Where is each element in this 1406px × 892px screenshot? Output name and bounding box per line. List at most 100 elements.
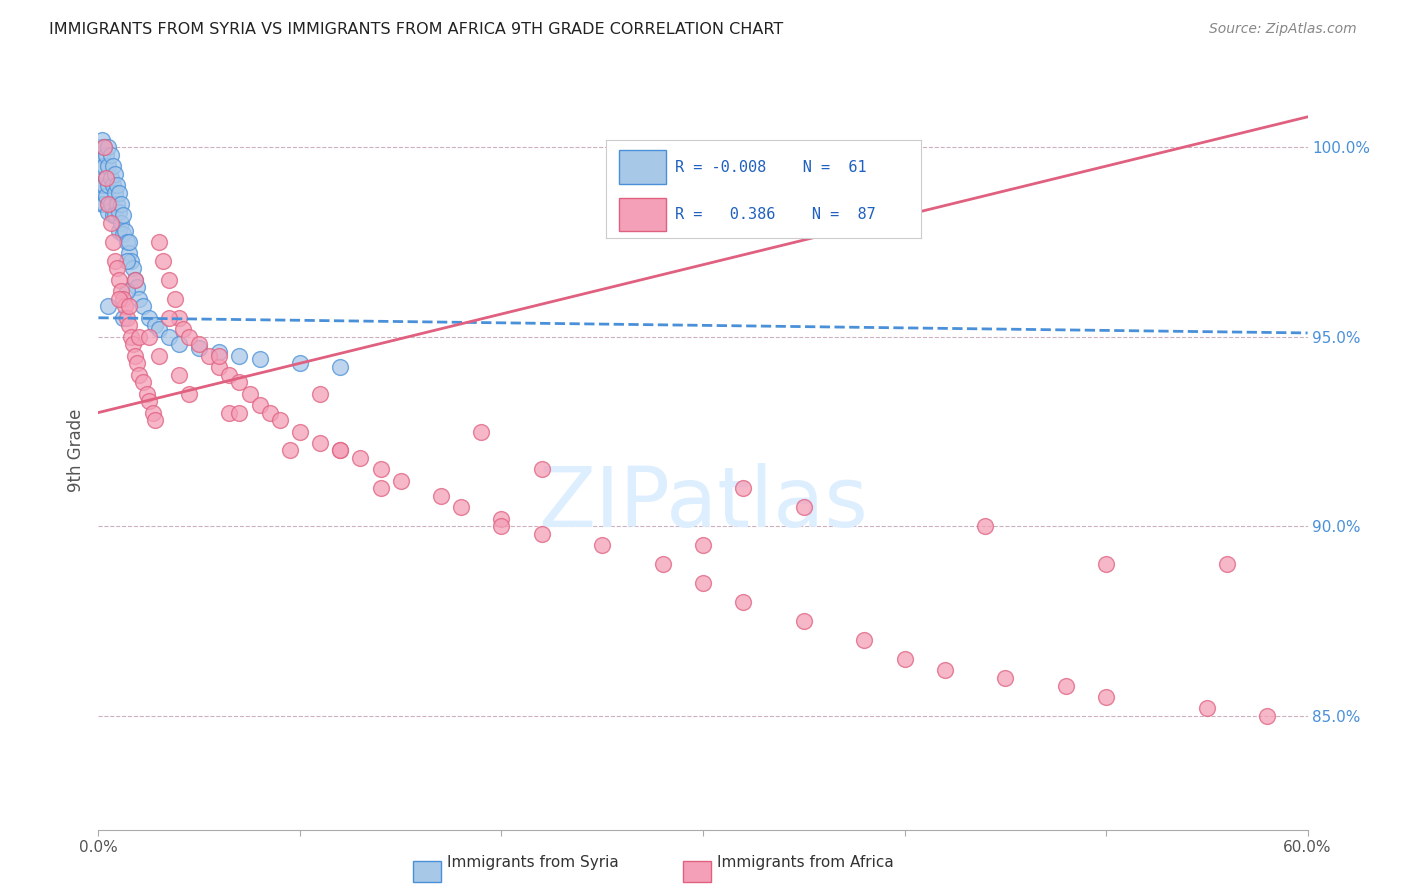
Point [157,273,180,287]
Point [370,482,392,496]
Point [100,197,122,211]
Point [128,368,150,382]
Point [278,443,301,458]
Point [105,178,128,193]
Point [228,349,250,363]
Point [208,349,231,363]
Point [114,300,136,314]
Point [143,413,166,427]
Point [853,633,876,648]
Point [793,614,815,628]
Point [692,576,714,591]
Point [120,330,142,344]
Point [692,538,714,552]
Point [107,224,129,238]
Point [152,254,174,268]
Point [470,425,492,439]
Point [97,140,120,154]
Text: Immigrants from Africa: Immigrants from Africa [717,855,894,870]
Point [124,349,146,363]
Point [89,186,111,200]
Point [107,273,129,287]
Point [349,451,371,466]
Point [329,360,352,375]
Point [125,280,148,294]
Y-axis label: 9th Grade: 9th Grade [66,409,84,492]
Point [167,310,190,325]
Point [97,159,120,173]
Point [115,285,138,299]
Point [124,273,146,287]
Point [218,368,240,382]
Point [115,235,138,249]
Point [228,406,250,420]
Point [132,376,155,390]
Point [142,406,165,420]
Point [111,227,134,242]
Point [1195,701,1218,715]
Point [239,386,262,401]
Point [157,330,180,344]
Point [103,186,125,200]
Point [148,322,170,336]
Point [167,368,190,382]
Point [96,148,118,162]
Text: ZIPatlas: ZIPatlas [538,463,868,544]
Point [288,425,311,439]
Point [91,133,114,147]
Point [208,345,231,359]
Point [138,394,160,409]
Point [93,197,115,211]
Point [107,186,129,200]
Point [107,292,129,306]
Point [188,341,211,355]
Point [269,413,291,427]
Point [91,178,114,193]
Point [110,216,132,230]
Point [167,337,190,351]
Point [530,527,553,541]
Point [111,310,134,325]
Point [105,197,128,211]
Point [100,148,122,162]
Point [101,178,124,193]
Point [115,254,138,268]
Point [1216,558,1239,572]
Point [120,254,142,268]
Point [148,349,170,363]
Point [103,209,125,223]
Point [110,285,132,299]
Point [249,398,271,412]
Point [138,310,160,325]
Point [101,159,124,173]
Point [893,652,915,666]
Point [118,318,141,333]
Point [96,170,118,185]
Text: Immigrants from Syria: Immigrants from Syria [447,855,619,870]
Point [651,558,673,572]
Point [118,300,141,314]
Point [249,352,271,367]
Point [974,519,997,533]
Point [288,356,311,370]
Point [97,197,120,211]
Point [1095,558,1118,572]
Point [93,140,115,154]
Point [97,178,120,193]
Point [118,235,141,249]
Point [1095,690,1118,704]
Point [96,189,118,203]
Point [100,216,122,230]
Point [329,443,352,458]
Point [179,386,201,401]
Point [101,235,124,249]
Point [198,349,221,363]
Point [733,595,755,609]
Point [309,436,332,450]
Point [138,330,160,344]
Point [105,261,128,276]
Point [103,167,125,181]
Point [124,273,146,287]
Point [114,224,136,238]
Point [450,500,472,515]
